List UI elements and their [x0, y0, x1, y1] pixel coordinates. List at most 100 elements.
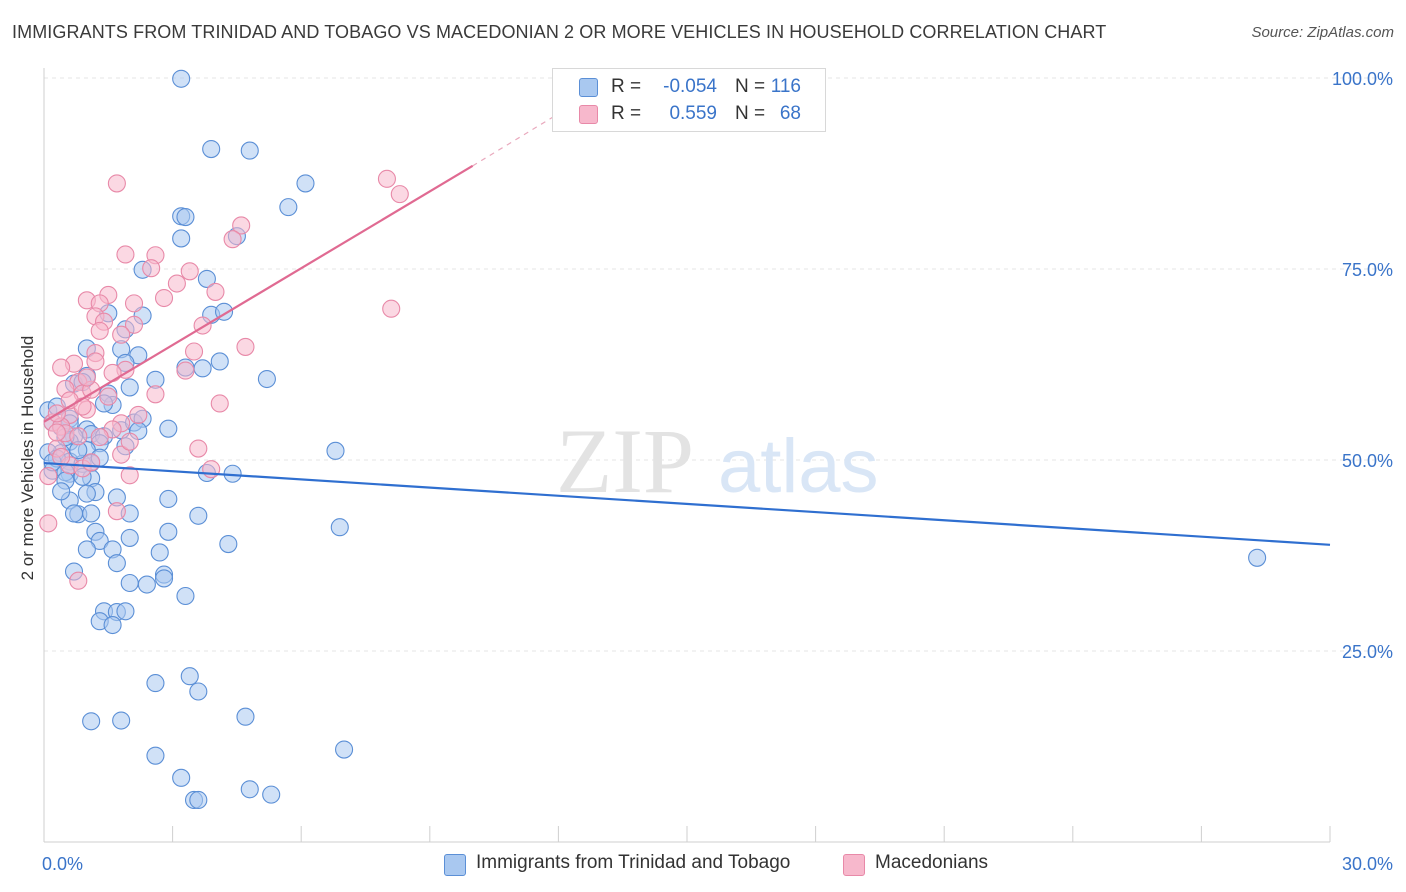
- point-blue: [335, 740, 354, 759]
- point-blue: [240, 141, 259, 160]
- point-pink: [69, 427, 88, 446]
- legend-series: Immigrants from Trinidad and Tobago Mace…: [0, 852, 1406, 876]
- legend-stats-row-blue: R = -0.054 N = 116: [553, 74, 825, 100]
- legend-stats: R = -0.054 N = 116 R = 0.559 N = 68: [552, 68, 826, 132]
- point-blue: [159, 489, 178, 509]
- point-blue: [146, 674, 165, 693]
- y-tick-label: 100.0%: [1332, 69, 1393, 89]
- point-blue: [77, 540, 96, 559]
- trendline-pink: [43, 164, 474, 423]
- point-blue: [219, 534, 238, 554]
- point-pink: [146, 385, 165, 404]
- point-pink: [99, 387, 118, 406]
- point-pink: [47, 423, 66, 442]
- point-blue: [176, 586, 195, 606]
- point-blue: [172, 69, 191, 88]
- point-blue: [240, 780, 259, 799]
- point-blue: [189, 790, 208, 810]
- point-pink: [86, 352, 105, 371]
- point-blue: [262, 785, 281, 804]
- point-blue: [189, 506, 208, 525]
- point-blue: [116, 602, 135, 621]
- point-pink: [154, 288, 174, 308]
- point-blue: [82, 712, 101, 731]
- point-blue: [52, 482, 71, 501]
- x-tick-label: 0.0%: [42, 854, 83, 874]
- point-pink: [142, 259, 161, 278]
- y-tick-label: 25.0%: [1342, 642, 1393, 662]
- point-blue: [90, 531, 109, 551]
- point-pink: [210, 394, 229, 413]
- legend-swatch-blue: [444, 854, 466, 876]
- legend-swatch-pink: [843, 854, 865, 876]
- point-pink: [189, 439, 208, 458]
- point-blue: [120, 528, 139, 547]
- y-tick-label: 50.0%: [1342, 451, 1393, 471]
- r-label: R =: [611, 76, 642, 97]
- point-blue: [82, 504, 101, 523]
- legend-label: Immigrants from Trinidad and Tobago: [476, 852, 791, 873]
- point-blue: [210, 352, 229, 371]
- point-blue: [189, 682, 208, 701]
- point-pink: [180, 262, 199, 281]
- legend-label: Macedonians: [875, 852, 989, 873]
- point-pink: [112, 445, 131, 464]
- trendline-extension-pink: [472, 108, 568, 167]
- point-pink: [39, 514, 58, 533]
- point-blue: [159, 522, 178, 541]
- r-label: R =: [611, 103, 642, 124]
- point-pink: [223, 230, 242, 249]
- trendline-blue: [43, 461, 1331, 546]
- point-pink: [120, 466, 139, 485]
- point-blue: [197, 269, 216, 288]
- point-pink: [377, 169, 396, 188]
- point-blue: [1248, 548, 1267, 567]
- point-blue: [146, 746, 165, 765]
- point-pink: [107, 174, 126, 193]
- point-pink: [167, 274, 186, 293]
- point-pink: [39, 466, 58, 486]
- point-blue: [326, 441, 345, 460]
- point-blue: [330, 518, 349, 537]
- point-blue: [159, 419, 178, 438]
- point-pink: [206, 282, 225, 301]
- point-pink: [129, 405, 148, 424]
- point-pink: [184, 342, 204, 361]
- point-pink: [236, 337, 255, 356]
- point-blue: [137, 575, 156, 594]
- point-pink: [382, 299, 401, 318]
- r-value: 0.559: [669, 103, 717, 124]
- legend-stats-row-pink: R = 0.559 N = 68: [553, 101, 825, 127]
- point-pink: [90, 428, 109, 447]
- point-blue: [202, 140, 221, 159]
- point-blue: [172, 229, 191, 248]
- point-blue: [107, 554, 126, 573]
- point-pink: [116, 245, 135, 264]
- point-blue: [120, 573, 139, 593]
- n-value: 116: [770, 76, 801, 97]
- point-blue: [154, 569, 174, 588]
- legend-swatch-blue: [579, 78, 598, 97]
- point-blue: [257, 369, 276, 389]
- point-pink: [124, 315, 144, 334]
- point-pink: [69, 571, 88, 590]
- r-value: -0.054: [663, 76, 717, 97]
- point-blue: [64, 504, 84, 523]
- point-pink: [112, 325, 131, 344]
- y-axis-label: 2 or more Vehicles in Household: [18, 336, 37, 581]
- point-pink: [107, 502, 126, 521]
- point-blue: [279, 198, 298, 217]
- point-blue: [112, 711, 131, 730]
- point-pink: [120, 432, 139, 451]
- point-blue: [172, 768, 191, 787]
- n-label: N =: [735, 103, 766, 124]
- point-blue: [103, 615, 122, 635]
- point-blue: [193, 359, 212, 378]
- point-pink: [124, 294, 144, 313]
- point-pink: [103, 363, 122, 382]
- n-label: N =: [735, 76, 766, 97]
- source-label: Source: ZipAtlas.com: [1251, 24, 1394, 41]
- point-blue: [150, 543, 169, 562]
- point-blue: [180, 667, 199, 686]
